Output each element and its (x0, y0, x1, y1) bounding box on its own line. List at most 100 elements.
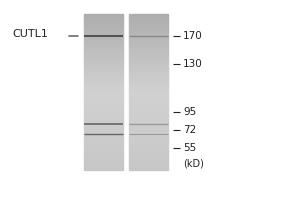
Bar (84, 145, 123, 147)
Bar (129, 128, 168, 129)
Bar (129, 36, 168, 37)
Bar (84, 58, 123, 59)
Bar (84, 76, 123, 78)
Bar (84, 64, 123, 65)
Bar (129, 62, 168, 64)
Bar (129, 92, 168, 94)
Text: CUTL1: CUTL1 (12, 29, 48, 39)
Bar (129, 164, 168, 165)
Bar (129, 65, 168, 67)
Bar (84, 78, 123, 80)
Bar (84, 150, 123, 151)
Bar (129, 90, 168, 92)
Bar (84, 98, 123, 100)
Bar (84, 81, 123, 83)
Bar (84, 16, 123, 17)
Bar (84, 143, 123, 145)
Bar (84, 59, 123, 61)
Bar (129, 45, 168, 47)
Bar (129, 76, 168, 78)
Bar (84, 72, 123, 73)
Bar (129, 154, 168, 156)
Bar (84, 109, 123, 111)
Bar (84, 159, 123, 161)
Bar (129, 94, 168, 95)
Bar (129, 109, 168, 111)
Bar (84, 137, 123, 139)
Bar (84, 151, 123, 153)
Bar (129, 131, 168, 133)
Bar (84, 168, 123, 170)
Bar (84, 56, 123, 58)
Bar (129, 70, 168, 72)
Bar (129, 14, 168, 16)
Bar (129, 114, 168, 115)
Bar (129, 58, 168, 59)
Bar (84, 134, 123, 136)
Bar (129, 64, 168, 65)
Bar (129, 153, 168, 154)
Bar (129, 47, 168, 48)
Text: 95: 95 (183, 107, 196, 117)
Bar (129, 159, 168, 161)
Bar (129, 125, 168, 126)
Bar (129, 145, 168, 147)
Bar (84, 53, 123, 55)
Bar (84, 125, 123, 126)
Bar (84, 126, 123, 128)
Bar (129, 120, 168, 122)
Bar (129, 33, 168, 34)
Bar (129, 83, 168, 84)
Bar (84, 19, 123, 20)
Bar (129, 123, 168, 125)
Bar (129, 151, 168, 153)
Bar (129, 142, 168, 143)
Bar (84, 26, 123, 28)
Bar (84, 97, 123, 98)
Bar (129, 167, 168, 168)
Bar (84, 131, 123, 133)
Bar (129, 156, 168, 158)
Bar (84, 123, 123, 125)
Bar (129, 22, 168, 23)
Bar (129, 161, 168, 162)
Bar (129, 162, 168, 164)
Bar (84, 45, 123, 47)
Bar (129, 78, 168, 80)
Bar (129, 106, 168, 108)
Bar (84, 148, 123, 150)
Bar (129, 101, 168, 103)
Bar (84, 83, 123, 84)
Bar (84, 103, 123, 104)
Bar (129, 134, 168, 136)
Bar (129, 51, 168, 53)
Bar (84, 34, 123, 36)
Bar (129, 39, 168, 41)
Bar (84, 44, 123, 45)
Bar (84, 80, 123, 81)
Bar (84, 51, 123, 53)
Bar (129, 73, 168, 75)
Bar (84, 167, 123, 168)
Bar (84, 100, 123, 101)
Bar (84, 22, 123, 23)
Bar (129, 104, 168, 106)
Bar (129, 136, 168, 137)
Bar (84, 139, 123, 140)
Bar (84, 129, 123, 131)
Bar (84, 101, 123, 103)
Bar (84, 114, 123, 115)
Bar (84, 73, 123, 75)
Bar (84, 14, 123, 16)
Text: 72: 72 (183, 125, 196, 135)
Bar (84, 65, 123, 67)
Bar (84, 33, 123, 34)
Bar (84, 104, 123, 106)
Bar (84, 61, 123, 62)
Text: 130: 130 (183, 59, 203, 69)
Bar (84, 75, 123, 76)
Bar (84, 111, 123, 112)
Bar (129, 30, 168, 31)
Bar (84, 17, 123, 19)
Bar (84, 20, 123, 22)
